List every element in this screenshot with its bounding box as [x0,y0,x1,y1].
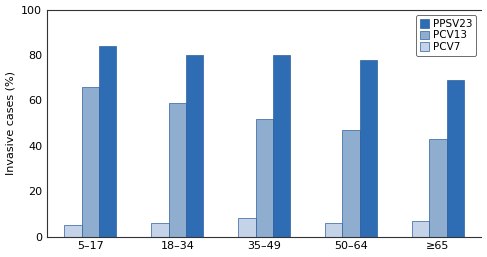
Legend: PPSV23, PCV13, PCV7: PPSV23, PCV13, PCV7 [416,15,476,56]
Bar [430,139,447,237]
Y-axis label: Invasive cases (%): Invasive cases (%) [5,71,16,175]
Bar [447,80,464,237]
Bar [64,225,82,237]
Bar [342,130,360,237]
Bar [169,103,186,237]
Bar [412,221,430,237]
Bar [360,60,377,237]
Bar [99,46,116,237]
Bar [273,55,290,237]
Bar [325,223,342,237]
Bar [238,218,256,237]
Bar [186,55,204,237]
Bar [151,223,169,237]
Bar [82,87,99,237]
Bar [256,118,273,237]
